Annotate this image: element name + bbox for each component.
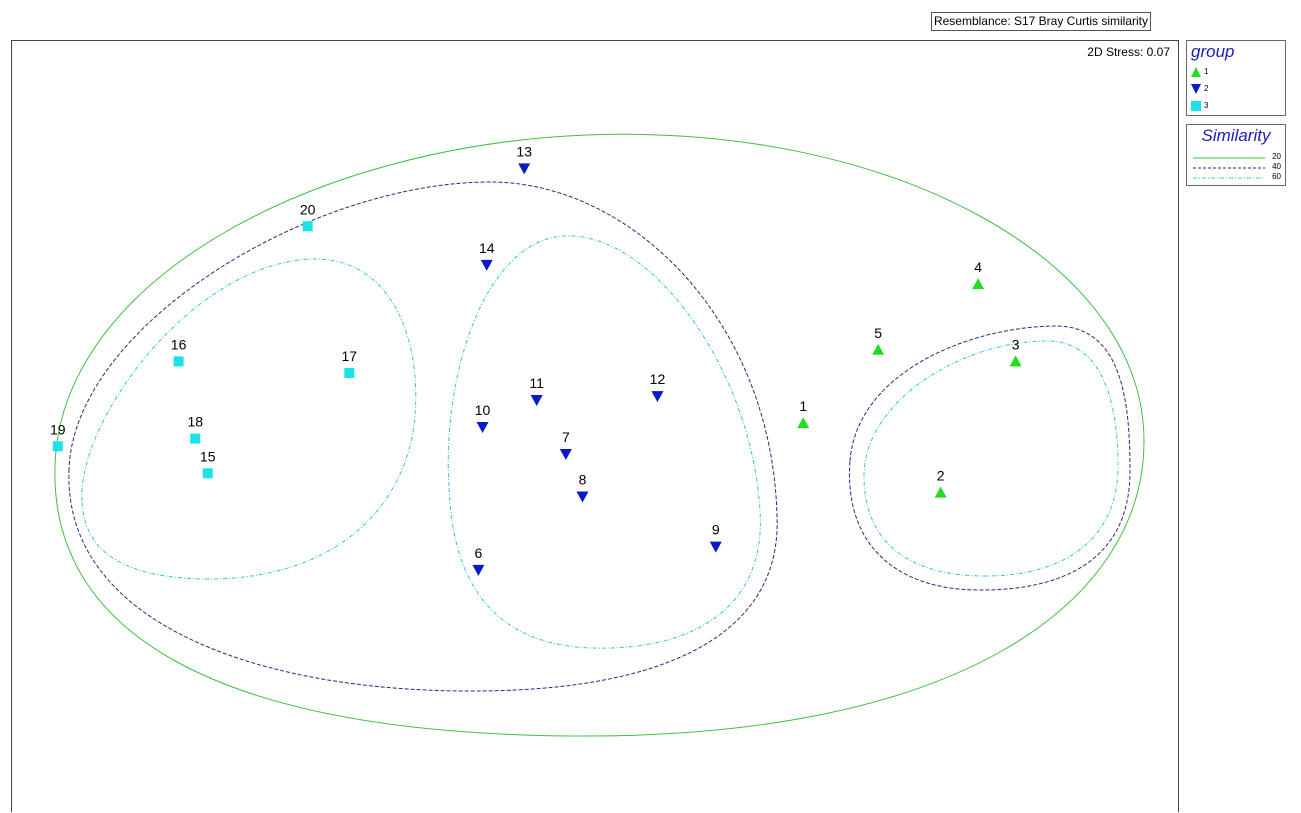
- similarity-60-contour-group3: [82, 259, 416, 579]
- point-label-13: 13: [516, 143, 532, 159]
- similarity-20-contour: [55, 134, 1144, 736]
- point-label-18: 18: [187, 414, 203, 430]
- point-label-17: 17: [342, 348, 358, 364]
- point-label-4: 4: [974, 259, 982, 275]
- similarity-40-contour-left: [69, 182, 777, 691]
- point-marker-17: [344, 368, 354, 378]
- point-marker-2: [935, 487, 947, 498]
- point-label-20: 20: [300, 201, 316, 217]
- point-label-3: 3: [1012, 336, 1020, 352]
- point-label-7: 7: [562, 429, 570, 445]
- point-marker-10: [477, 422, 489, 433]
- point-marker-1: [797, 417, 809, 428]
- group-legend: group 1 2 3: [1186, 40, 1286, 116]
- point-label-1: 1: [799, 398, 807, 414]
- resemblance-label: Resemblance: S17 Bray Curtis similarity: [931, 12, 1151, 31]
- point-label-9: 9: [712, 522, 720, 538]
- triangle-up-icon: [1191, 67, 1201, 77]
- similarity-legend-label: 20: [1272, 152, 1281, 161]
- similarity-legend-label: 60: [1272, 172, 1281, 181]
- group-legend-entry-3: 3: [1191, 99, 1208, 113]
- point-label-8: 8: [579, 471, 587, 487]
- point-label-16: 16: [171, 336, 187, 352]
- group-legend-label: 1: [1204, 67, 1208, 76]
- point-marker-3: [1010, 355, 1022, 366]
- point-marker-11: [531, 395, 543, 406]
- point-label-5: 5: [874, 325, 882, 341]
- point-marker-4: [972, 278, 984, 289]
- point-marker-20: [303, 221, 313, 231]
- point-marker-6: [472, 565, 484, 576]
- similarity-legend-title: Similarity: [1187, 125, 1285, 147]
- group-legend-label: 3: [1204, 101, 1208, 110]
- similarity-60-contour-group1: [864, 341, 1118, 576]
- point-marker-14: [481, 260, 493, 271]
- point-marker-9: [710, 542, 722, 553]
- similarity-legend-entry-20: 20: [1193, 153, 1281, 163]
- point-label-10: 10: [475, 402, 491, 418]
- point-marker-18: [190, 434, 200, 444]
- point-label-2: 2: [937, 468, 945, 484]
- group-legend-entry-2: 2: [1191, 82, 1208, 96]
- point-marker-15: [203, 468, 213, 478]
- triangle-down-icon: [1191, 84, 1201, 94]
- point-marker-13: [518, 163, 530, 174]
- point-marker-7: [560, 449, 572, 460]
- similarity-legend-label: 40: [1272, 162, 1281, 171]
- point-label-14: 14: [479, 240, 495, 256]
- similarity-legend-entry-40: 40: [1193, 163, 1281, 173]
- similarity-legend: Similarity 20 40 60: [1186, 124, 1286, 186]
- point-marker-8: [577, 491, 589, 502]
- group-legend-title: group: [1187, 41, 1285, 63]
- similarity-legend-entry-60: 60: [1193, 173, 1281, 183]
- similarity-60-contour-group2: [448, 236, 760, 648]
- point-label-15: 15: [200, 448, 216, 464]
- square-icon: [1191, 101, 1201, 111]
- mds-plot-area: 1 2 3 4 5 6 7 8 9 10 11 12 13 14 15 16 17 18 19 20 2D Stres…: [11, 40, 1179, 812]
- stress-label: 2D Stress: 0.07: [1087, 45, 1170, 59]
- group-legend-entry-1: 1: [1191, 65, 1208, 79]
- point-label-11: 11: [529, 375, 544, 391]
- point-label-19: 19: [50, 421, 66, 437]
- similarity-40-contour-right: [849, 326, 1130, 590]
- dashdot-line-swatch: [1193, 176, 1265, 180]
- group-legend-label: 2: [1204, 84, 1208, 93]
- point-marker-16: [174, 356, 184, 366]
- solid-line-swatch: [1193, 156, 1265, 160]
- point-marker-19: [53, 441, 63, 451]
- point-label-12: 12: [650, 371, 666, 387]
- point-marker-5: [872, 344, 884, 355]
- point-marker-12: [651, 391, 663, 402]
- point-label-6: 6: [475, 545, 483, 561]
- dashed-line-swatch: [1193, 166, 1265, 170]
